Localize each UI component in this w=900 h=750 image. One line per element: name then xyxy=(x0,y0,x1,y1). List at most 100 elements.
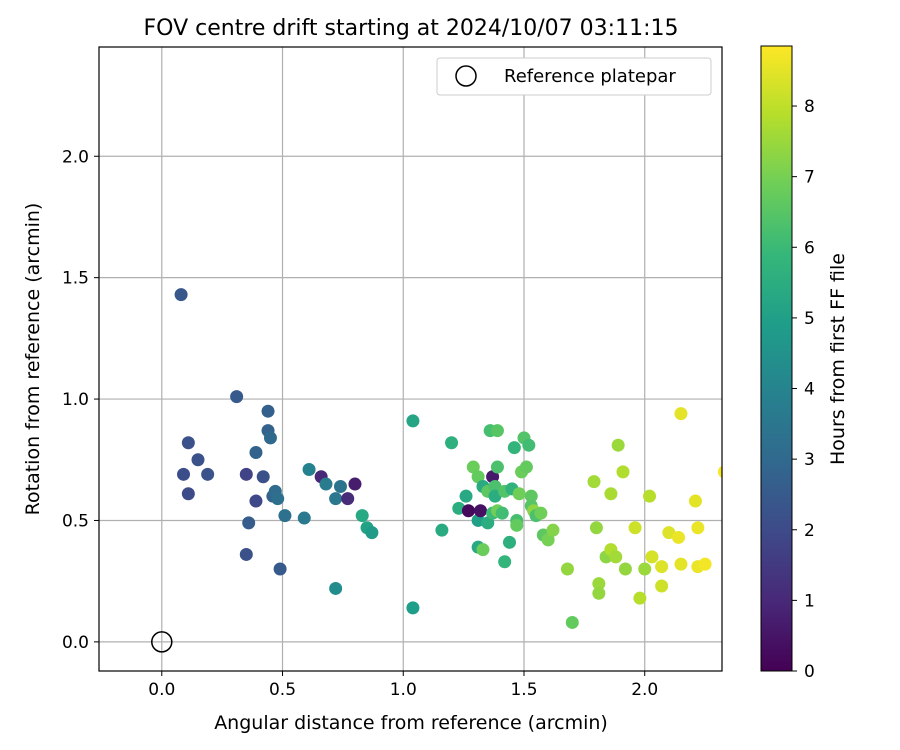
data-point xyxy=(273,562,287,576)
data-point xyxy=(628,521,642,535)
data-point xyxy=(445,436,459,450)
data-point xyxy=(476,543,490,557)
data-point xyxy=(698,557,712,571)
y-tick-label: 0.5 xyxy=(62,511,89,531)
data-point xyxy=(672,530,686,544)
data-point xyxy=(249,445,263,459)
data-point xyxy=(546,523,560,537)
data-point xyxy=(406,414,420,428)
data-point xyxy=(201,467,215,481)
data-point xyxy=(177,467,191,481)
y-axis-label: Rotation from reference (arcmin) xyxy=(22,203,44,516)
data-point xyxy=(519,460,533,474)
x-axis-label: Angular distance from reference (arcmin) xyxy=(214,712,608,734)
colorbar-ticks: 0 1 2 3 4 5 6 7 8 xyxy=(792,97,815,682)
data-point xyxy=(510,518,524,532)
data-point xyxy=(488,489,502,503)
data-point xyxy=(329,581,343,595)
data-point xyxy=(406,601,420,615)
data-point xyxy=(355,509,369,523)
legend-marker-open-circle xyxy=(455,65,477,87)
data-point xyxy=(239,467,253,481)
data-point xyxy=(271,492,285,506)
data-point xyxy=(239,547,253,561)
data-point xyxy=(329,492,343,506)
data-point xyxy=(461,504,475,518)
x-tick-label: 1.0 xyxy=(390,680,417,700)
data-point xyxy=(242,516,256,530)
data-point xyxy=(263,431,277,445)
data-points xyxy=(174,288,722,629)
data-point xyxy=(435,523,449,537)
legend-box xyxy=(436,57,712,96)
colorbar-tick-label: 8 xyxy=(804,97,815,117)
data-point xyxy=(174,288,188,302)
colorbar: 0 1 2 3 4 5 6 7 8 Hours from first FF file xyxy=(760,45,849,682)
data-point xyxy=(490,460,504,474)
data-point xyxy=(674,557,688,571)
legend: Reference platepar xyxy=(436,57,712,96)
data-point xyxy=(459,489,473,503)
data-point xyxy=(512,487,526,501)
data-point xyxy=(560,562,574,576)
chart-title: FOV centre drift starting at 2024/10/07 … xyxy=(144,16,679,41)
colorbar-tick-label: 3 xyxy=(804,450,815,470)
data-point xyxy=(278,509,292,523)
data-point xyxy=(297,511,311,525)
y-tick-label: 2.0 xyxy=(62,147,89,167)
data-point xyxy=(471,470,485,484)
data-point xyxy=(486,470,500,484)
colorbar-tick-label: 2 xyxy=(804,521,815,541)
data-point xyxy=(498,555,512,569)
x-tick-label: 0.5 xyxy=(269,680,296,700)
data-point xyxy=(589,521,603,535)
reference-platepar-marker xyxy=(151,631,173,653)
data-point xyxy=(319,477,333,491)
data-point xyxy=(302,462,316,476)
data-point xyxy=(261,404,275,418)
data-point xyxy=(541,533,555,547)
reference-marker-layer xyxy=(151,631,173,653)
data-point xyxy=(565,615,579,629)
y-tick-label: 0.0 xyxy=(62,633,89,653)
data-point xyxy=(507,441,521,455)
x-axis-ticks: 0.0 0.5 1.0 1.5 2.0 xyxy=(148,671,658,700)
data-point xyxy=(256,470,270,484)
data-point xyxy=(674,407,688,421)
data-point xyxy=(191,453,205,467)
data-point xyxy=(466,460,480,474)
data-point xyxy=(609,550,623,564)
legend-label: Reference platepar xyxy=(504,66,676,87)
data-point xyxy=(688,494,702,508)
data-point xyxy=(490,424,504,438)
data-point xyxy=(655,579,669,593)
y-tick-label: 1.0 xyxy=(62,390,89,410)
colorbar-tick-label: 5 xyxy=(804,309,815,329)
data-point xyxy=(611,438,625,452)
colorbar-label: Hours from first FF file xyxy=(827,253,849,465)
data-point xyxy=(181,436,195,450)
x-tick-label: 1.5 xyxy=(510,680,537,700)
x-tick-label: 2.0 xyxy=(631,680,658,700)
colorbar-gradient xyxy=(760,45,793,672)
data-point xyxy=(474,504,488,518)
colorbar-tick-label: 7 xyxy=(804,168,815,188)
data-point xyxy=(534,506,548,520)
colorbar-tick-label: 1 xyxy=(804,591,815,611)
colorbar-tick-label: 0 xyxy=(804,662,815,682)
data-point xyxy=(481,516,495,530)
data-point xyxy=(592,586,606,600)
y-tick-label: 1.5 xyxy=(62,269,89,289)
data-point xyxy=(662,526,676,540)
plot-frame xyxy=(98,46,723,672)
data-point xyxy=(524,489,538,503)
grid xyxy=(99,47,722,671)
data-point xyxy=(638,562,652,576)
data-point xyxy=(348,477,362,491)
x-tick-label: 0.0 xyxy=(148,680,175,700)
data-point xyxy=(230,390,244,404)
data-point xyxy=(717,465,722,478)
data-point xyxy=(592,577,606,591)
data-point xyxy=(181,487,195,501)
